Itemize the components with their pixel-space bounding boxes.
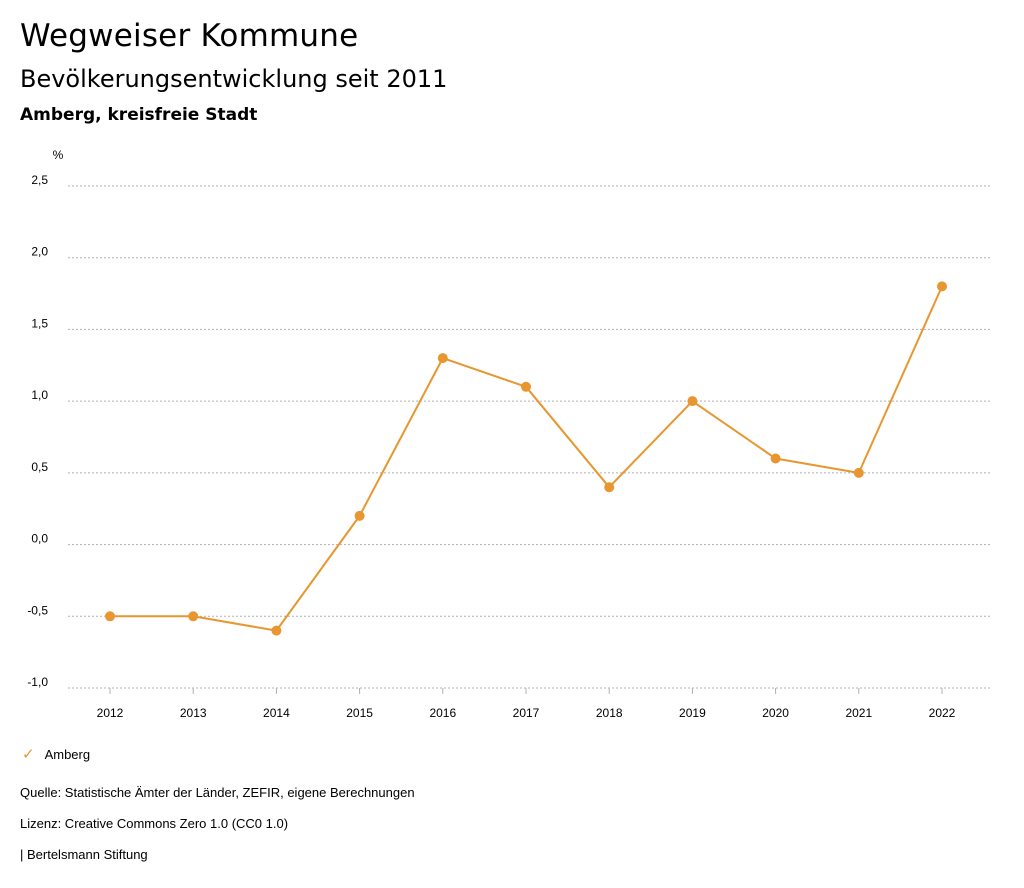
data-point[interactable] — [271, 625, 282, 636]
data-point[interactable] — [687, 396, 698, 407]
x-tick-label: 2016 — [429, 706, 456, 720]
y-tick-label: -1,0 — [27, 675, 48, 689]
x-tick-label: 2014 — [263, 706, 290, 720]
region-label: Amberg, kreisfreie Stadt — [20, 105, 258, 125]
data-point[interactable] — [937, 281, 947, 292]
data-point[interactable] — [770, 453, 781, 464]
data-point[interactable] — [604, 482, 615, 493]
y-tick-label: 1,0 — [31, 388, 48, 402]
y-axis-unit: % — [53, 148, 64, 162]
chart-legend[interactable]: ✓ Amberg — [22, 745, 90, 763]
chart-subtitle: Bevölkerungsentwicklung seit 2011 — [20, 65, 448, 93]
data-point[interactable] — [437, 353, 448, 364]
x-tick-label: 2013 — [180, 706, 207, 720]
y-tick-label: 2,0 — [31, 245, 48, 259]
x-tick-label: 2012 — [97, 706, 124, 720]
y-tick-label: 0,5 — [31, 460, 48, 474]
data-point[interactable] — [354, 510, 365, 521]
license-text: Lizenz: Creative Commons Zero 1.0 (CC0 1… — [20, 816, 289, 831]
series-line — [110, 285, 943, 632]
line-chart: % -1,0 -0,5 0,0 0,5 1,0 1,5 2,0 2,5 2012 2013 2014 2… — [27, 148, 990, 720]
y-tick-label: 1,5 — [31, 316, 48, 330]
x-tick-label: 2018 — [596, 706, 623, 720]
source-text: Quelle: Statistische Ämter der Länder, Z… — [20, 785, 415, 800]
legend-label: Amberg — [44, 746, 91, 762]
data-point[interactable] — [188, 611, 199, 622]
publisher-text: | Bertelsmann Stiftung — [20, 847, 148, 862]
y-tick-label: -0,5 — [27, 603, 48, 617]
x-tick-label: 2022 — [929, 706, 956, 720]
data-point[interactable] — [853, 467, 864, 478]
x-tick-label: 2020 — [762, 706, 789, 720]
y-tick-label: 0,0 — [31, 532, 48, 546]
x-tick-label: 2021 — [845, 706, 872, 720]
x-tick-label: 2017 — [513, 706, 540, 720]
x-tick-label: 2015 — [346, 706, 373, 720]
legend-check-icon: ✓ — [22, 746, 35, 763]
data-point[interactable] — [521, 381, 531, 392]
x-tick-label: 2019 — [679, 706, 706, 720]
data-point[interactable] — [105, 611, 115, 622]
y-tick-label: 2,5 — [31, 173, 48, 187]
page-title: Wegweiser Kommune — [20, 18, 359, 54]
